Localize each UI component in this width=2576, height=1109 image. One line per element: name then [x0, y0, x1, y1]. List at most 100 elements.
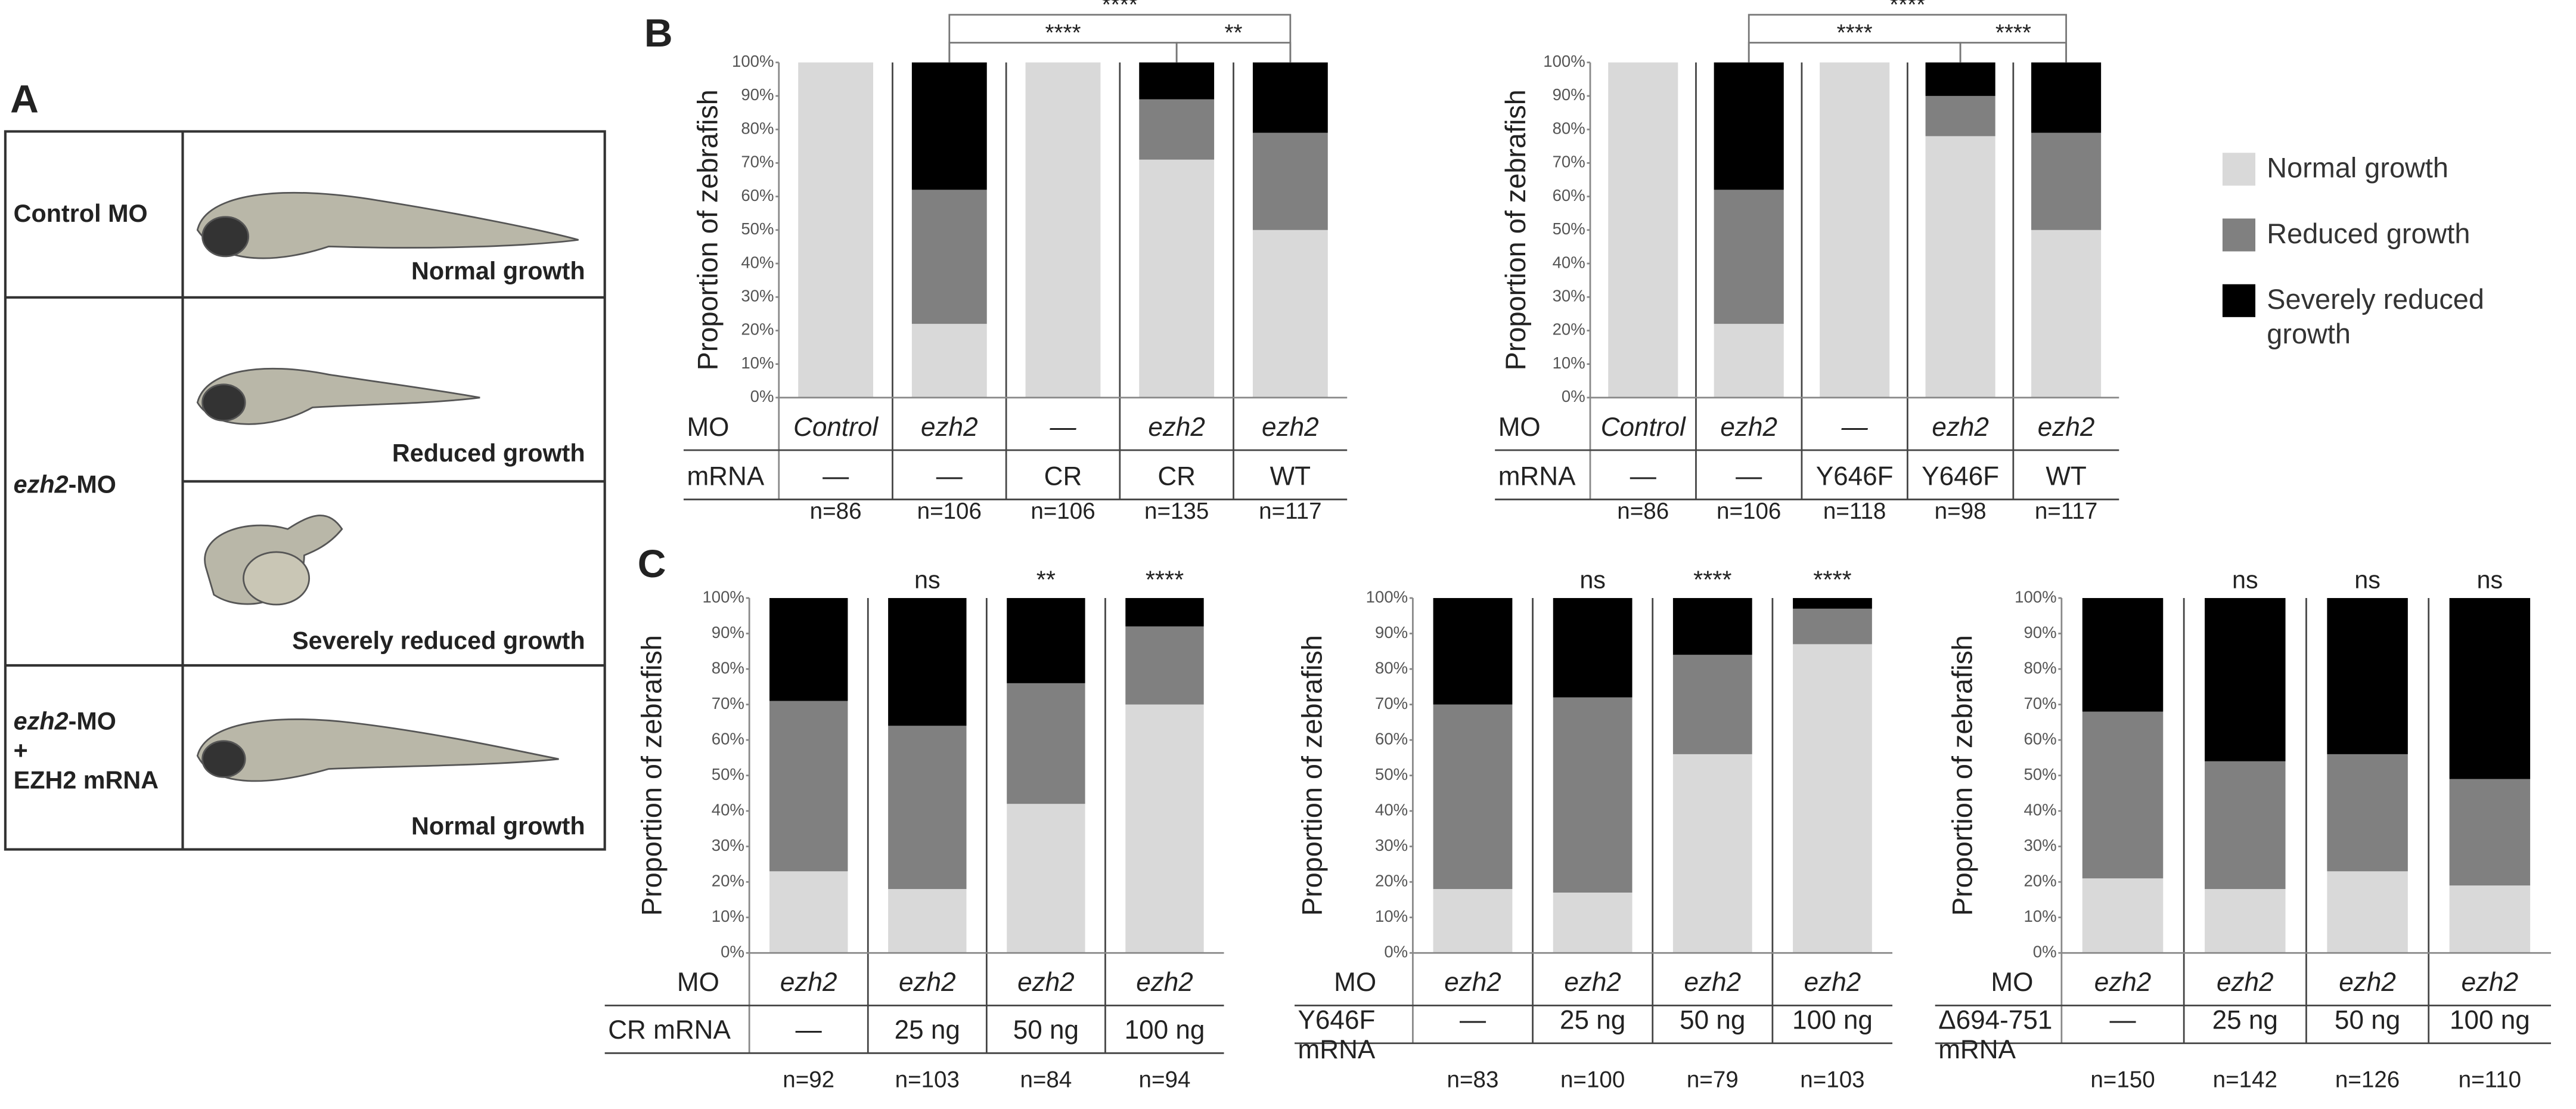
y-tick-label: 50%: [741, 219, 774, 238]
caption: Normal growth: [411, 813, 585, 840]
significance: ns: [1579, 566, 1606, 593]
n-label: n=142: [2213, 1067, 2277, 1092]
bar-segment: [2082, 598, 2164, 712]
mrna-label: 25 ng: [2212, 1006, 2278, 1035]
bar-segment: [1007, 804, 1085, 953]
n-label: n=106: [917, 498, 982, 524]
mrna-label: Y646F: [1922, 462, 1999, 491]
mrna-label: WT: [2046, 462, 2087, 491]
legend: Normal growth Reduced growth Severely redu…: [2222, 153, 2484, 351]
bar-segment: [1252, 230, 1328, 398]
mo-label: ezh2: [1444, 968, 1501, 997]
n-label: n=84: [1020, 1067, 1072, 1092]
mo-label: ezh2: [1017, 968, 1075, 997]
bar-segment: [2205, 889, 2286, 953]
bar-segment: [1252, 132, 1328, 230]
y-tick-label: 40%: [1375, 800, 1408, 819]
mrna-label: 50 ng: [2335, 1006, 2400, 1035]
y-tick-label: 30%: [741, 286, 774, 305]
n-label: n=110: [2459, 1067, 2521, 1092]
y-tick-label: 90%: [741, 85, 774, 104]
y-tick-label: 40%: [712, 800, 744, 819]
y-tick-label: 0%: [1562, 387, 1585, 405]
mo-label: —: [1049, 413, 1076, 442]
bracket: [1175, 42, 1292, 63]
y-axis-title: Proportion of zebrafish: [637, 635, 668, 916]
significance: ns: [914, 566, 941, 593]
charts: B 0% 10% 20% 30% 40% 50% 60% 70% 80% 90% 100% Propor…: [604, 0, 2552, 1092]
y-tick-label: 60%: [712, 729, 744, 748]
y-tick-label: 90%: [2023, 623, 2056, 642]
row-header: MO: [1991, 968, 2033, 997]
mo-label: ezh2: [780, 968, 837, 997]
y-tick-label: 30%: [712, 836, 744, 854]
embryo: [196, 191, 579, 782]
y-axis-title: Proportion of zebrafish: [1500, 89, 1531, 370]
bar-segment: [1608, 62, 1678, 398]
bar-segment: [1139, 99, 1215, 160]
n-label: n=117: [2035, 498, 2097, 524]
bar-segment: [2449, 598, 2531, 779]
n-label: n=94: [1139, 1067, 1191, 1092]
bar-segment: [2205, 761, 2286, 890]
bar-segment: [1820, 62, 1890, 398]
n-label: n=150: [2090, 1067, 2155, 1092]
y-axis-title: Proportion of zebrafish: [1296, 635, 1327, 916]
y-tick-label: 90%: [1553, 85, 1585, 104]
legend-entry: Severely reduced growth: [2267, 284, 2484, 351]
bar-segment: [1714, 190, 1784, 324]
y-tick-label: 30%: [2023, 836, 2056, 854]
n-label: n=118: [1823, 498, 1886, 524]
y-tick-label: 0%: [2033, 943, 2057, 961]
y-tick-label: 10%: [1375, 907, 1408, 925]
row-header: mRNA: [1498, 462, 1576, 491]
row-label: EZH2 mRNA: [14, 767, 159, 794]
significance: ****: [1813, 566, 1851, 593]
bar-segment: [1433, 889, 1513, 953]
n-label: n=106: [1031, 498, 1095, 524]
mrna-label: 25 ng: [895, 1015, 960, 1045]
bar-segment: [1925, 95, 1995, 137]
row-label-rest: -MO: [69, 471, 116, 498]
y-tick-label: 0%: [721, 943, 744, 961]
caption: Normal growth: [411, 257, 585, 284]
mo-label: ezh2: [1564, 968, 1621, 997]
bracket: [948, 14, 1292, 63]
bar-segment: [1139, 62, 1215, 100]
y-tick-label: 0%: [1384, 943, 1408, 961]
bar-segment: [888, 726, 967, 890]
n-label: n=106: [1717, 498, 1781, 524]
bar-segment: [2327, 871, 2408, 953]
y-tick-label: 50%: [1375, 765, 1408, 783]
y-tick-label: 70%: [741, 153, 774, 171]
bar-segment: [1433, 704, 1513, 890]
mo-label: ezh2: [1136, 968, 1193, 997]
y-tick-label: 20%: [712, 871, 744, 890]
bar-segment: [769, 871, 848, 953]
row-header: Δ694-751: [1938, 1006, 2052, 1035]
bar-segment: [2327, 598, 2408, 754]
bar-segment: [1125, 626, 1204, 705]
n-label: n=126: [2335, 1067, 2400, 1092]
bar-segment: [1714, 62, 1784, 190]
y-tick-label: 80%: [741, 119, 774, 137]
caption: Reduced growth: [392, 439, 585, 467]
significance: ns: [2354, 566, 2381, 593]
row-label: ezh2-MO: [14, 707, 116, 735]
row-header: MO: [1334, 968, 1376, 997]
mrna-label: 50 ng: [1680, 1006, 1745, 1035]
bar-segment: [1007, 598, 1085, 683]
row-header: MO: [1498, 413, 1541, 442]
bar-segment: [1125, 598, 1204, 627]
y-tick-label: 10%: [2023, 907, 2056, 925]
y-tick-label: 80%: [1375, 658, 1408, 677]
mo-label: ezh2: [899, 968, 956, 997]
legend-label: Normal growth: [2267, 153, 2448, 184]
y-tick-label: 70%: [712, 694, 744, 713]
bracket-label: **: [1225, 20, 1243, 46]
bar-segment: [1553, 893, 1632, 953]
mo-label: ezh2: [1932, 413, 1989, 442]
y-tick-label: 10%: [741, 354, 774, 372]
y-tick-label: 60%: [2023, 729, 2056, 748]
